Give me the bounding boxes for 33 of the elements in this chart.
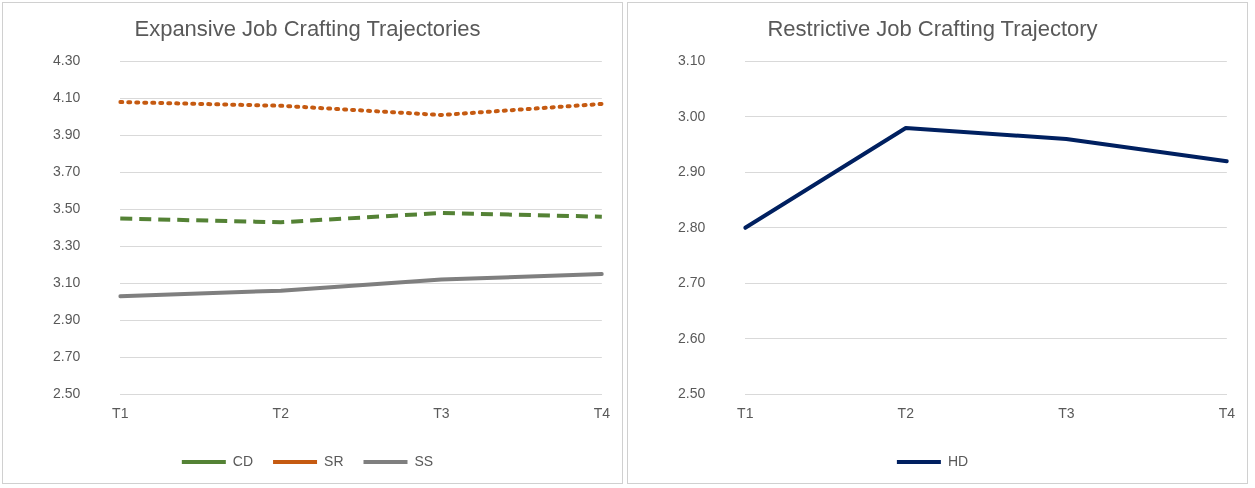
y-tick-label: 2.90 [678,163,706,180]
y-tick-label: 2.70 [53,348,81,365]
x-tick-label: T3 [433,405,450,422]
x-tick-label: T3 [1058,405,1075,422]
y-tick-label: 3.00 [678,107,706,124]
legend-label: HD [947,452,969,469]
chart-title: Expansive Job Crafting Trajectories [134,16,481,42]
x-tick-label: T2 [272,405,290,422]
y-tick-label: 3.10 [678,52,706,69]
legend-label: SS [414,452,434,469]
legend-label: CD [232,452,254,469]
y-tick-label: 3.70 [53,163,81,180]
y-tick-label: 3.30 [53,237,81,254]
y-tick-label: 2.80 [678,218,706,235]
line-series [118,211,604,225]
x-tick-label: T2 [897,405,915,422]
chart-title: Restrictive Job Crafting Trajectory [767,16,1098,42]
x-tick-label: T4 [1218,405,1236,422]
y-tick-label: 2.90 [53,311,81,328]
y-tick-label: 2.70 [678,274,706,291]
y-tick-label: 4.10 [53,89,81,106]
line-series [118,100,604,118]
x-tick-label: T4 [593,405,611,422]
x-tick-label: T1 [737,405,754,422]
y-tick-label: 3.90 [53,126,81,143]
y-tick-label: 2.50 [678,385,706,402]
y-tick-label: 4.30 [53,52,81,69]
x-tick-label: T1 [112,405,129,422]
y-tick-label: 3.50 [53,200,81,217]
legend-label: SR [324,452,344,469]
y-tick-label: 2.60 [678,329,706,346]
y-tick-label: 3.10 [53,274,81,291]
y-tick-label: 2.50 [53,385,81,402]
